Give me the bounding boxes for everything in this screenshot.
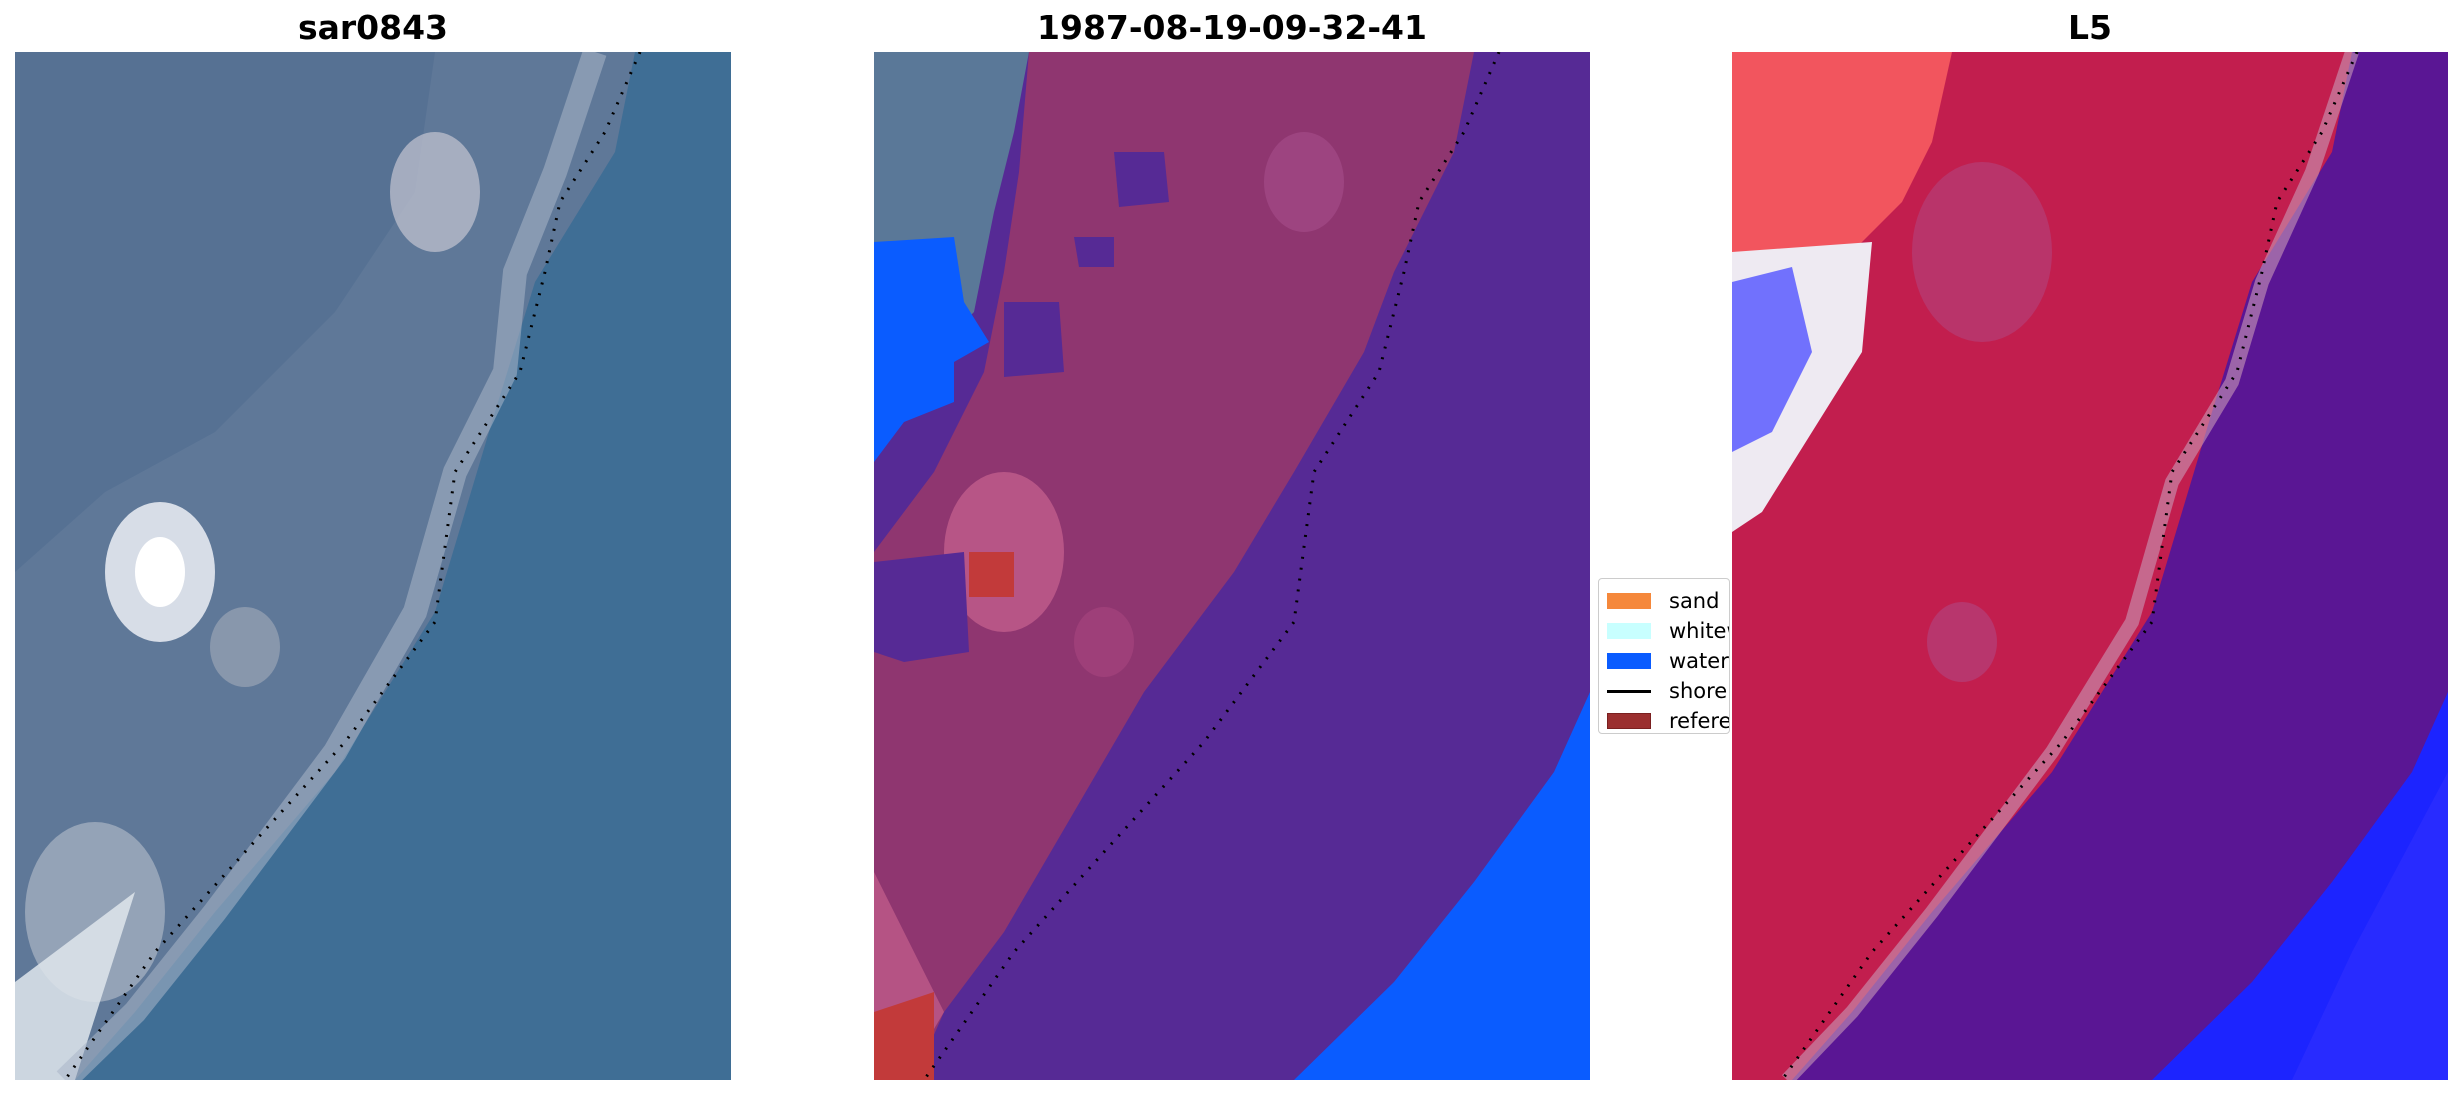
legend-item-sand: sand bbox=[1607, 587, 1729, 615]
legend-swatch-water bbox=[1607, 653, 1651, 669]
rgb-image bbox=[15, 52, 731, 1080]
legend-label-reference: reference bbox=[1669, 709, 1730, 733]
panel-title-classification: 1987-08-19-09-32-41 bbox=[1037, 8, 1427, 47]
classification-panel bbox=[874, 52, 1590, 1080]
legend-line-shoreline bbox=[1607, 690, 1651, 693]
legend-swatch-whitewater bbox=[1607, 623, 1651, 639]
mndwi-panel bbox=[1732, 52, 2448, 1080]
panel-title-mndwi: L5 bbox=[2068, 8, 2112, 47]
mndwi-image bbox=[1732, 52, 2448, 1080]
legend-item-reference: reference bbox=[1607, 707, 1730, 733]
rgb-image-panel bbox=[15, 52, 731, 1080]
legend-label-water: water bbox=[1669, 649, 1729, 673]
legend-swatch-sand bbox=[1607, 593, 1651, 609]
legend-label-shoreline: shoreline bbox=[1669, 679, 1729, 703]
legend-label-sand: sand bbox=[1669, 589, 1720, 613]
legend-item-water: water bbox=[1607, 647, 1729, 675]
legend-item-shoreline: shoreline bbox=[1607, 677, 1729, 705]
panel-title-rgb: sar0843 bbox=[297, 8, 449, 47]
legend-swatch-reference bbox=[1607, 713, 1651, 729]
classification-image bbox=[874, 52, 1590, 1080]
